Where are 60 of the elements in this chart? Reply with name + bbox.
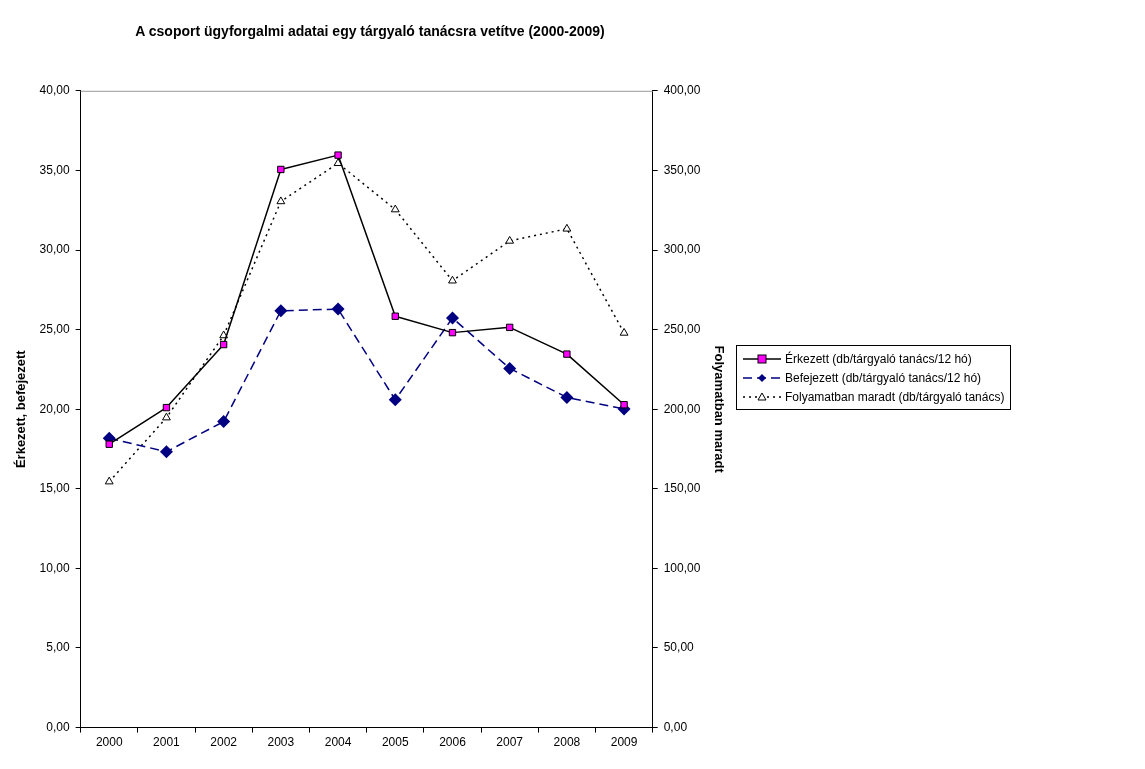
- x-tick-label: 2000: [95, 735, 123, 750]
- x-tick-label: 2001: [153, 735, 181, 750]
- y-tick-label: 35,00: [39, 162, 70, 177]
- point: [105, 440, 113, 448]
- y2-tick-label: 100,00: [663, 560, 701, 575]
- point: [159, 445, 173, 459]
- point: [560, 390, 574, 404]
- y-axis-title: Érkezett, befejezett: [13, 349, 29, 469]
- x-tick-label: 2008: [553, 735, 581, 750]
- y2-tick-label: 200,00: [663, 401, 701, 416]
- y-tick-label: 30,00: [39, 242, 70, 257]
- point: [162, 403, 171, 412]
- point: [445, 311, 459, 325]
- y2-tick-label: 350,00: [663, 162, 701, 177]
- x-tick-label: 2009: [610, 735, 638, 750]
- point: [274, 304, 288, 318]
- point: [448, 328, 457, 337]
- point: [334, 151, 342, 159]
- y2-axis-title: Folyamatban maradt: [711, 345, 727, 474]
- y2-tick-label: 50,00: [663, 640, 695, 655]
- y-tick-label: 20,00: [39, 401, 70, 416]
- chart-title: A csoport ügyforgalmi adatai egy tárgyaló tanácsra vetítve (2000-2009): [135, 23, 605, 40]
- y2-tick-label: 300,00: [663, 242, 701, 257]
- x-tick-label: 2002: [210, 735, 238, 750]
- y-tick-label: 0,00: [46, 719, 70, 734]
- legend-label: Befejezett (db/tárgyaló tanács/12 hó): [785, 370, 982, 385]
- y-tick-label: 10,00: [39, 560, 70, 575]
- point: [562, 223, 572, 232]
- y2-tick-label: 0,00: [663, 719, 688, 734]
- y-tick-label: 40,00: [39, 83, 70, 98]
- point: [391, 312, 399, 320]
- point: [563, 350, 571, 358]
- point: [331, 302, 345, 316]
- point: [217, 415, 231, 429]
- y-tick-label: 15,00: [39, 481, 70, 496]
- x-tick-label: 2005: [381, 735, 409, 750]
- point: [277, 165, 285, 174]
- y-tick-label: 5,00: [46, 640, 70, 655]
- point: [505, 235, 515, 244]
- point: [506, 323, 514, 332]
- point: [620, 401, 628, 409]
- y2-tick-label: 150,00: [663, 481, 701, 496]
- x-tick-label: 2003: [267, 735, 295, 750]
- point: [503, 361, 517, 375]
- x-tick-label: 2004: [324, 735, 352, 750]
- legend-label: Érkezett (db/tárgyaló tanács/12 hó): [785, 351, 972, 366]
- x-tick-label: 2007: [496, 735, 524, 750]
- point: [390, 204, 400, 213]
- y2-tick-label: 400,00: [663, 83, 701, 98]
- point: [619, 327, 629, 336]
- x-tick-label: 2006: [439, 735, 467, 750]
- legend-label: Folyamatban maradt (db/tárgyaló tanács): [785, 389, 1005, 404]
- point: [276, 196, 286, 205]
- y2-tick-label: 250,00: [663, 321, 701, 336]
- point: [104, 476, 114, 485]
- point: [162, 412, 171, 421]
- point: [388, 393, 402, 407]
- point: [448, 275, 457, 284]
- point: [219, 340, 228, 349]
- y-tick-label: 25,00: [39, 321, 70, 336]
